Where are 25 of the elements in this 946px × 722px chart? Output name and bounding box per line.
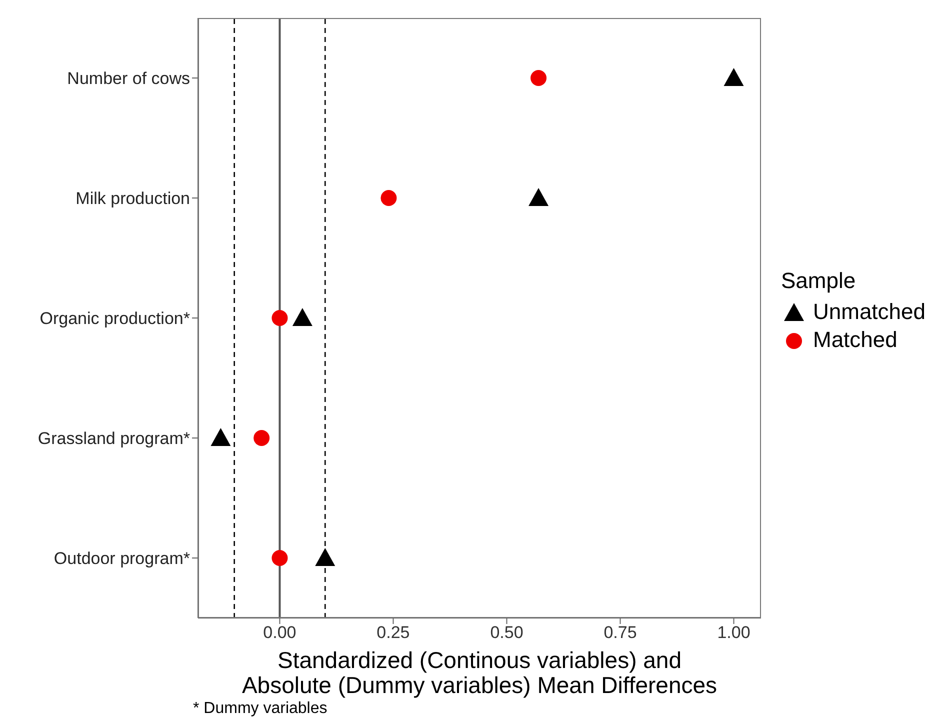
y-tick-label: Outdoor program* — [54, 549, 190, 568]
point — [315, 548, 336, 566]
x-tick-label: 0.50 — [490, 623, 524, 642]
point — [380, 190, 397, 206]
x-tick-label: 0.00 — [263, 623, 296, 642]
x-axis-title: Standardized (Continous variables) and Absolute (Dummy variables) Mean Differences — [242, 647, 718, 698]
y-tick-label: Number of cows — [67, 69, 190, 88]
y-tick-label: Grassland program* — [38, 429, 190, 448]
legend-label: Matched — [813, 326, 898, 354]
legend-label: Unmatched — [813, 298, 926, 326]
point — [292, 308, 312, 326]
x-tick-label: 1.00 — [717, 623, 750, 642]
x-tick-label: 0.25 — [376, 623, 410, 642]
text: * Dummy variables — [193, 700, 328, 718]
legend-title: Sample — [781, 268, 857, 294]
point — [272, 550, 288, 566]
point — [528, 188, 549, 206]
point — [530, 70, 547, 86]
point — [254, 430, 270, 446]
point — [210, 428, 231, 446]
point — [272, 310, 288, 326]
point — [724, 68, 744, 86]
x-tick-label: 0.75 — [604, 623, 637, 642]
y-tick-label: Milk production — [76, 189, 190, 208]
y-tick-label: Organic production* — [40, 309, 190, 328]
